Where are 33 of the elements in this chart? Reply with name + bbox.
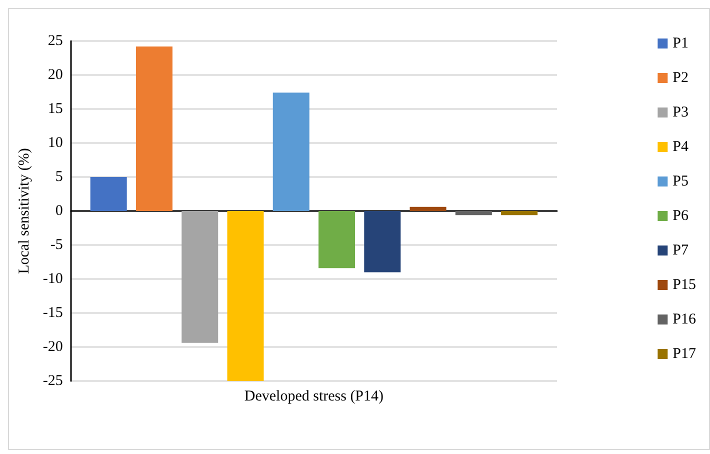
y-tick-label: 5 xyxy=(55,169,63,185)
legend-label: P16 xyxy=(672,312,696,328)
y-tick-label: 0 xyxy=(55,203,63,219)
legend-label: P2 xyxy=(672,70,688,86)
y-tick-label: 15 xyxy=(48,101,63,117)
y-tick-label: 10 xyxy=(48,135,63,151)
legend-label: P1 xyxy=(672,36,688,52)
legend-label: P15 xyxy=(672,277,696,293)
bar xyxy=(272,92,310,211)
bar xyxy=(90,177,127,211)
bar xyxy=(501,211,538,216)
legend-label: P5 xyxy=(672,174,688,190)
bar xyxy=(364,211,401,272)
legend-label: P17 xyxy=(672,346,696,362)
bar xyxy=(318,211,356,268)
bar xyxy=(410,206,446,211)
y-tick-label: 25 xyxy=(48,33,63,49)
bar xyxy=(455,211,492,216)
y-tick-label: -5 xyxy=(50,237,63,253)
y-tick-label: -10 xyxy=(42,271,63,287)
legend-label: P3 xyxy=(672,104,688,120)
bar xyxy=(136,46,172,211)
y-tick-label: -15 xyxy=(42,305,63,321)
bar xyxy=(227,211,264,381)
bar xyxy=(182,211,218,343)
y-tick-label: -25 xyxy=(42,373,63,389)
y-axis-title: Local sensitivity (%) xyxy=(16,148,32,274)
legend-label: P4 xyxy=(672,139,689,155)
y-tick-label: 20 xyxy=(48,67,63,83)
x-tick-label: Developed stress (P14) xyxy=(244,388,384,404)
legend-label: P6 xyxy=(672,208,689,224)
y-tick-label: -20 xyxy=(42,339,63,355)
legend-label: P7 xyxy=(672,242,689,258)
